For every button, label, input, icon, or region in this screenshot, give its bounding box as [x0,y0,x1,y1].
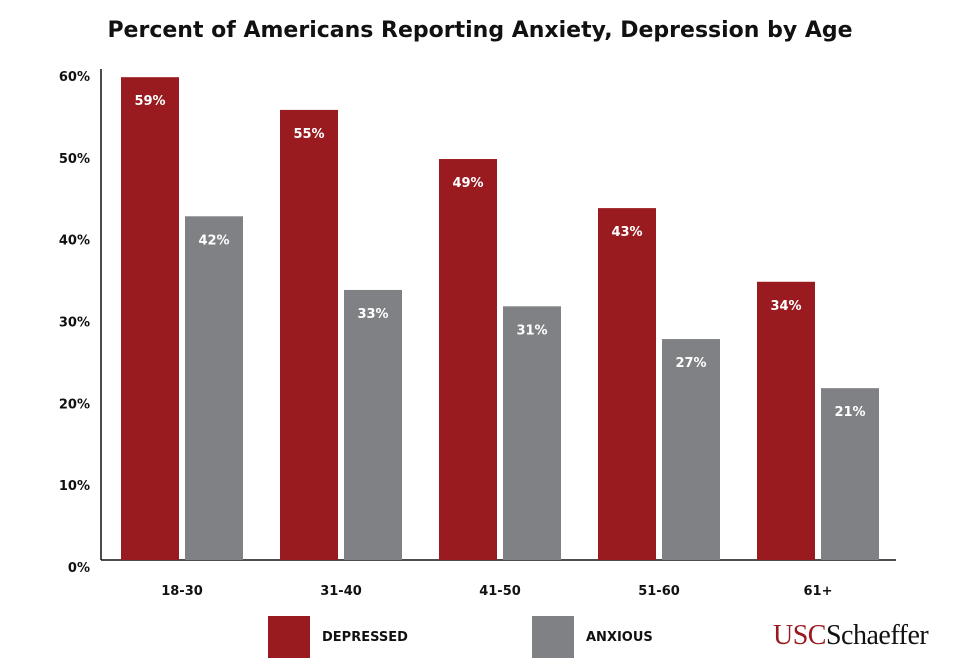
data-label: 33% [357,307,388,322]
bar-depressed [439,159,497,560]
data-label: 31% [516,323,547,338]
x-tick-label: 41-50 [479,584,521,599]
logo-usc: USC [773,620,826,651]
usc-schaeffer-logo: USCSchaeffer [773,620,929,652]
bar-depressed [598,208,656,560]
bar-depressed [121,77,179,560]
y-tick-label: 20% [59,397,90,412]
y-tick-label: 60% [59,70,90,85]
x-tick-label: 51-60 [638,584,680,599]
data-label: 27% [675,356,706,371]
bar-anxious [503,306,561,560]
y-tick-label: 50% [59,152,90,167]
bar-depressed [757,281,815,560]
data-label: 42% [198,233,229,248]
chart-title: Percent of Americans Reporting Anxiety, … [107,18,853,43]
data-label: 59% [134,94,165,109]
bar-anxious [344,289,402,560]
y-tick-label: 0% [68,561,90,576]
data-label: 49% [452,176,483,191]
legend-swatch-anxious [532,616,574,658]
data-label: 34% [770,299,801,314]
legend-item-anxious: ANXIOUS [532,616,653,658]
x-tick-label: 18-30 [161,584,203,599]
data-label: 55% [293,127,324,142]
data-label: 21% [834,405,865,420]
legend-label-depressed: DEPRESSED [322,629,408,645]
legend-label-anxious: ANXIOUS [586,629,653,645]
legend-swatch-depressed [268,616,310,658]
y-tick-label: 10% [59,479,90,494]
logo-schaeffer: Schaeffer [825,620,929,651]
bar-depressed [280,109,338,561]
data-label: 43% [611,225,642,240]
y-tick-label: 40% [59,234,90,249]
legend-item-depressed: DEPRESSED [268,616,408,658]
y-tick-label: 30% [59,316,90,331]
bar-anxious [662,339,720,560]
x-tick-label: 31-40 [320,584,362,599]
bar-anxious [821,388,879,560]
bar-anxious [185,216,243,561]
x-tick-label: 61+ [804,584,833,599]
